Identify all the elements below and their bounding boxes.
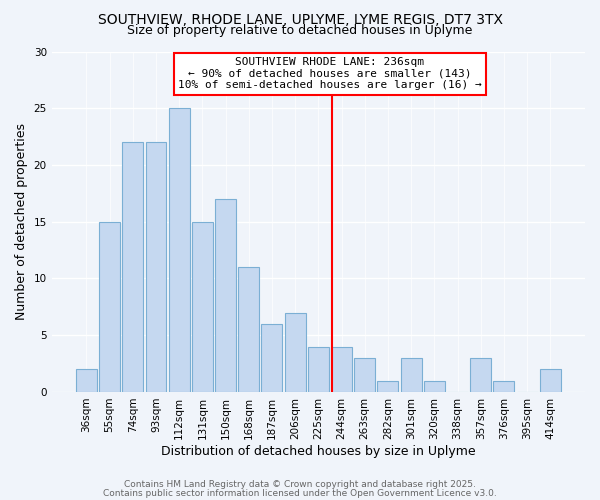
Bar [169,108,190,392]
Text: Size of property relative to detached houses in Uplyme: Size of property relative to detached ho… [127,24,473,37]
Bar [192,222,213,392]
Y-axis label: Number of detached properties: Number of detached properties [15,123,28,320]
Bar [146,142,166,392]
X-axis label: Distribution of detached houses by size in Uplyme: Distribution of detached houses by size … [161,444,476,458]
Bar [401,358,422,392]
Text: SOUTHVIEW, RHODE LANE, UPLYME, LYME REGIS, DT7 3TX: SOUTHVIEW, RHODE LANE, UPLYME, LYME REGI… [97,12,503,26]
Bar [262,324,283,392]
Bar [470,358,491,392]
Bar [122,142,143,392]
Bar [215,199,236,392]
Bar [284,312,305,392]
Bar [308,346,329,392]
Bar [76,370,97,392]
Bar [377,380,398,392]
Text: Contains HM Land Registry data © Crown copyright and database right 2025.: Contains HM Land Registry data © Crown c… [124,480,476,489]
Bar [540,370,561,392]
Bar [354,358,375,392]
Bar [99,222,120,392]
Text: Contains public sector information licensed under the Open Government Licence v3: Contains public sector information licen… [103,488,497,498]
Bar [331,346,352,392]
Bar [493,380,514,392]
Text: SOUTHVIEW RHODE LANE: 236sqm
← 90% of detached houses are smaller (143)
10% of s: SOUTHVIEW RHODE LANE: 236sqm ← 90% of de… [178,57,482,90]
Bar [424,380,445,392]
Bar [238,267,259,392]
